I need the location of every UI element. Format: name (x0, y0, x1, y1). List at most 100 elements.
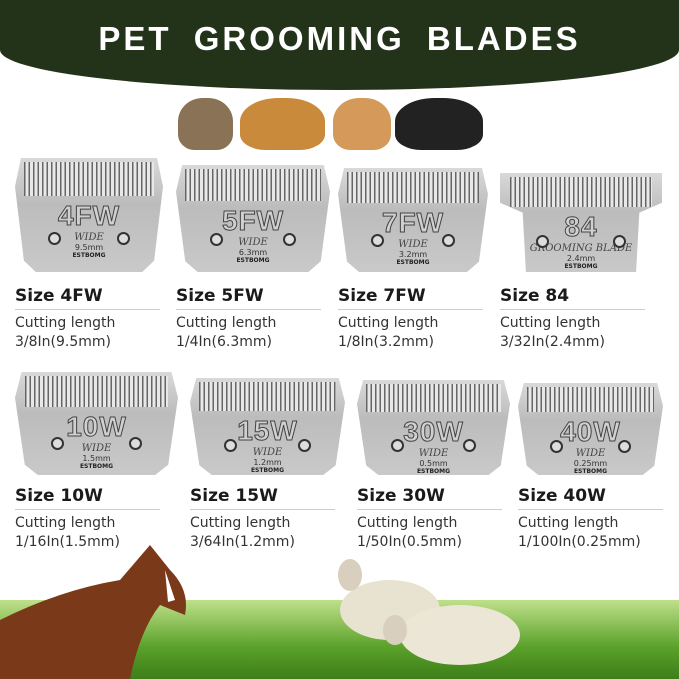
blade-mm: 0.5mm (419, 459, 448, 468)
blade-mm: 2.4mm (566, 253, 596, 263)
cutting-length-value: 1/50In(0.5mm) (357, 534, 462, 550)
screw-icon (442, 234, 455, 248)
blade-engraving: WIDE (418, 448, 449, 459)
brand-logo: ESTBOMG (396, 259, 430, 267)
header-banner (0, 0, 679, 90)
brand-logo: ESTBOMG (236, 257, 270, 265)
screw-icon (209, 233, 223, 247)
cat-image (178, 98, 233, 150)
sheep-image (338, 559, 520, 665)
screw-icon (297, 438, 311, 452)
blade-mm: 1.5mm (82, 453, 111, 463)
blade-teeth (24, 376, 169, 407)
cutting-length-label: Cutting length (190, 515, 291, 531)
cutting-length-value: 3/64In(1.2mm) (190, 534, 295, 550)
blade-engraving: WIDE (238, 237, 268, 249)
screw-icon (535, 235, 549, 249)
blade-teeth (185, 169, 321, 202)
cutting-length-label: Cutting length (357, 515, 458, 531)
screw-icon (549, 439, 563, 453)
blade-code: 5FW (221, 205, 285, 237)
blade-engraving: GROOMING BLADE (529, 242, 633, 254)
blade-label: Size 15W Cutting length 3/64In(1.2mm) (190, 486, 340, 552)
blade-mm: 1.2mm (253, 458, 282, 468)
brand-logo: ESTBOMG (250, 467, 285, 475)
blade-code: 40W (560, 416, 621, 448)
cutting-length-label: Cutting length (15, 315, 116, 331)
screw-icon (613, 235, 627, 249)
blade-code: 10W (66, 410, 127, 442)
blade-teeth (199, 382, 336, 412)
blade-engraving: WIDE (74, 232, 104, 244)
blade-label: Size 30W Cutting length 1/50In(0.5mm) (357, 486, 507, 552)
blade-code: 84 (564, 210, 598, 242)
blade-label: Size 5FW Cutting length 1/4In(6.3mm) (176, 286, 326, 352)
blade-30w: 30W WIDE 0.5mm ESTBOMG (357, 380, 510, 475)
screw-icon (463, 439, 477, 453)
blade-label: Size 40W Cutting length 1/100In(0.25mm) (518, 486, 668, 552)
screw-icon (224, 438, 238, 452)
brand-logo: ESTBOMG (573, 468, 608, 475)
screw-icon (390, 439, 404, 453)
blade-teeth (347, 172, 479, 204)
blade-teeth (23, 162, 155, 197)
cutting-length-value: 1/8In(3.2mm) (338, 334, 434, 350)
cutting-length-label: Cutting length (500, 315, 601, 331)
cutting-length-label: Cutting length (338, 315, 439, 331)
blade-label: Size 7FW Cutting length 1/8In(3.2mm) (338, 286, 488, 352)
screw-icon (117, 231, 131, 245)
cutting-length-label: Cutting length (176, 315, 277, 331)
blade-teeth (366, 384, 501, 412)
blade-mm: 0.25mm (573, 459, 608, 468)
blade-mm: 9.5mm (74, 243, 104, 253)
cutting-length-value: 1/4In(6.3mm) (176, 334, 272, 350)
cutting-length-label: Cutting length (15, 515, 116, 531)
blade-10w: 10W WIDE 1.5mm ESTBOMG (15, 372, 178, 475)
screw-icon (47, 231, 61, 245)
size-label: Size 40W (518, 486, 663, 510)
brand-logo: ESTBOMG (564, 262, 598, 270)
blade-mm: 6.3mm (238, 248, 268, 258)
cat-image (333, 98, 391, 150)
screw-icon (371, 234, 384, 248)
blade-engraving: WIDE (398, 239, 428, 251)
blade-label: Size 10W Cutting length 1/16In(1.5mm) (15, 486, 165, 552)
blade-15w: 15W WIDE 1.2mm ESTBOMG (190, 378, 345, 475)
screw-icon (50, 437, 64, 451)
brand-logo: ESTBOMG (79, 462, 114, 470)
blade-engraving: WIDE (252, 447, 283, 459)
cutting-length-value: 3/8In(9.5mm) (15, 334, 111, 350)
screw-icon (283, 233, 297, 247)
cutting-length-value: 3/32In(2.4mm) (500, 334, 605, 350)
horse-image (0, 545, 186, 679)
dog-image (395, 98, 483, 150)
brand-logo: ESTBOMG (72, 252, 106, 260)
brand-logo: ESTBOMG (416, 468, 451, 475)
cutting-length-value: 1/100In(0.25mm) (518, 534, 641, 550)
blade-7fw: 7FW WIDE 3.2mm ESTBOMG (338, 168, 488, 272)
blade-code: 7FW (381, 207, 445, 239)
size-label: Size 84 (500, 286, 645, 310)
cutting-length-value: 1/16In(1.5mm) (15, 534, 120, 550)
size-label: Size 10W (15, 486, 160, 510)
screw-icon (618, 439, 632, 453)
blade-mm: 3.2mm (398, 250, 428, 260)
blade-5fw: 5FW WIDE 6.3mm ESTBOMG (176, 165, 330, 272)
dog-image (240, 98, 325, 150)
blade-engraving: WIDE (81, 442, 112, 454)
blade-teeth (526, 387, 655, 412)
size-label: Size 4FW (15, 286, 160, 310)
size-label: Size 7FW (338, 286, 483, 310)
cutting-length-label: Cutting length (518, 515, 619, 531)
blade-teeth (509, 177, 653, 207)
blade-84: 84 GROOMING BLADE 2.4mm ESTBOMG (500, 173, 662, 272)
screw-icon (129, 437, 143, 451)
page-title: PET GROOMING BLADES (98, 20, 581, 57)
blade-code: 15W (237, 415, 298, 447)
blade-label: Size 84 Cutting length 3/32In(2.4mm) (500, 286, 650, 352)
blade-label: Size 4FW Cutting length 3/8In(9.5mm) (15, 286, 165, 352)
blade-code: 4FW (57, 200, 121, 232)
blade-code: 30W (403, 416, 464, 448)
size-label: Size 15W (190, 486, 335, 510)
size-label: Size 5FW (176, 286, 321, 310)
